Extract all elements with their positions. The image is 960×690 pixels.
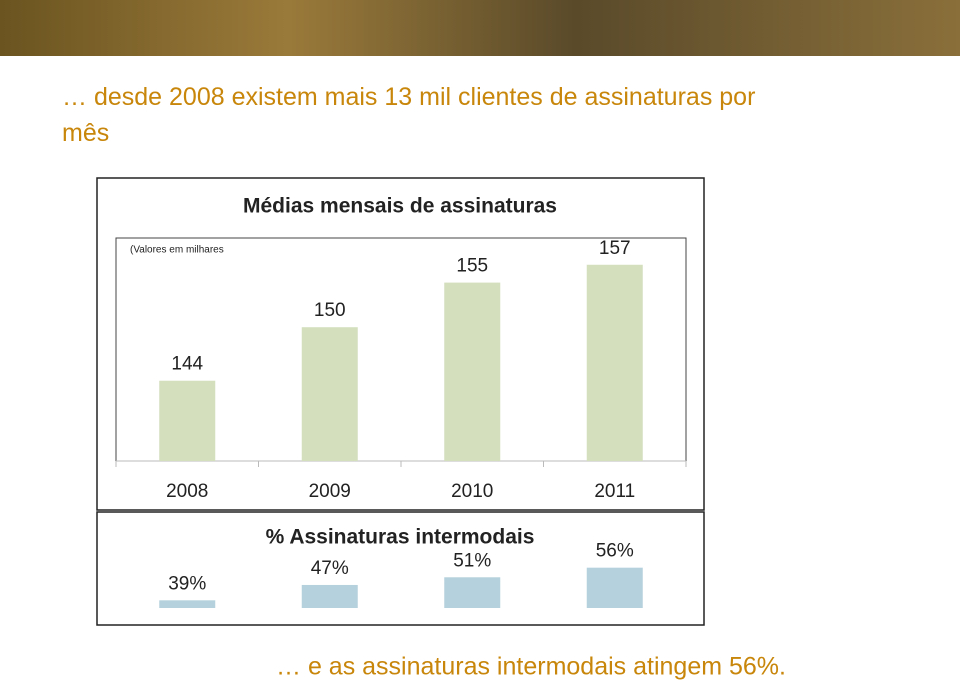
bar <box>586 567 643 608</box>
value-label: 56% <box>596 541 634 562</box>
value-label: 144 <box>171 354 203 375</box>
chart-title: % Assinaturas intermodais <box>266 526 535 549</box>
value-label: 47% <box>311 558 349 579</box>
chart-note: (Valores em milhares <box>130 245 224 256</box>
footer: … e as assinaturas intermodais atingem 5… <box>276 653 786 681</box>
bar <box>159 600 216 608</box>
value-label: 39% <box>168 573 206 594</box>
bar <box>444 577 501 608</box>
chart-title: Médias mensais de assinaturas <box>243 195 557 218</box>
bar <box>444 282 501 461</box>
bar <box>159 380 216 461</box>
x-tick-label: 2010 <box>451 481 493 502</box>
bar <box>586 264 643 461</box>
value-label: 51% <box>453 550 491 571</box>
chart-frame <box>96 177 705 511</box>
heading: … desde 2008 existem mais 13 mil cliente… <box>62 83 755 147</box>
x-tick-label: 2008 <box>166 481 208 502</box>
bar <box>301 584 358 608</box>
x-tick-label: 2009 <box>309 481 351 502</box>
value-label: 155 <box>456 256 488 277</box>
x-tick-label: 2011 <box>594 481 635 502</box>
value-label: 150 <box>314 300 346 321</box>
header-photo <box>0 0 960 56</box>
value-label: 157 <box>599 238 631 259</box>
chart-frame <box>96 511 705 626</box>
bar <box>301 327 358 461</box>
